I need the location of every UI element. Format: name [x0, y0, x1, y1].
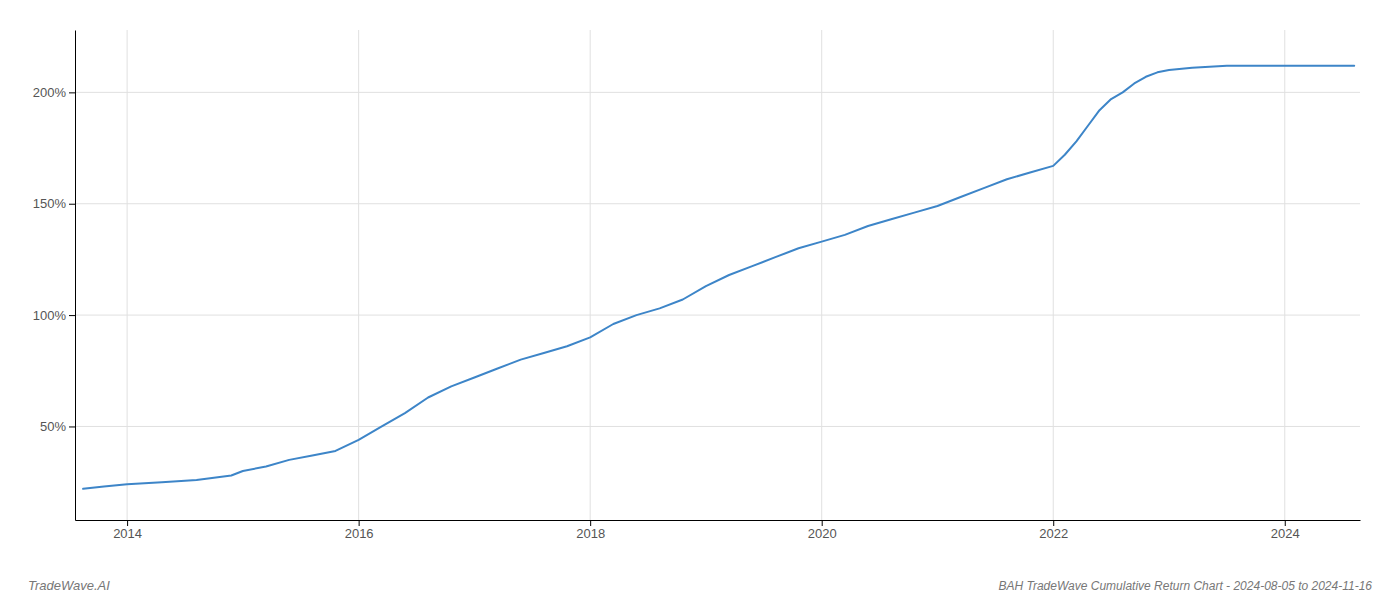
x-tick-mark: [1285, 520, 1286, 526]
x-tick-label: 2014: [113, 526, 142, 541]
y-tick-mark: [69, 426, 75, 427]
y-grid-line: [75, 315, 1360, 316]
chart: 2014 2016 2018 2020 2022 2024 50% 100% 150% 200% T…: [0, 0, 1400, 600]
y-tick: 100%: [33, 308, 75, 323]
x-grid-line: [821, 30, 822, 520]
x-tick: 2016: [345, 520, 374, 541]
y-axis: 50% 100% 150% 200%: [33, 31, 76, 521]
plot-area: 2014 2016 2018 2020 2022 2024 50% 100% 150% 200%: [33, 30, 1361, 541]
x-tick-label: 2020: [808, 526, 837, 541]
x-tick: 2020: [808, 520, 837, 541]
x-grid-line: [358, 30, 359, 520]
x-tick-mark: [127, 520, 128, 526]
y-tick-label: 200%: [33, 85, 67, 100]
y-tick: 50%: [40, 419, 75, 434]
y-tick: 150%: [33, 196, 75, 211]
x-tick-mark: [590, 520, 591, 526]
x-grid-line: [590, 30, 591, 520]
x-tick: 2018: [576, 520, 605, 541]
marks: [83, 66, 1354, 489]
y-grid-line: [75, 203, 1360, 204]
y-tick: 200%: [33, 85, 75, 100]
x-axis-line: [76, 520, 1361, 521]
x-tick-label: 2018: [576, 526, 605, 541]
x-grid-line: [1053, 30, 1054, 520]
y-tick-label: 50%: [40, 419, 66, 434]
line: [83, 66, 1354, 489]
y-tick-mark: [69, 315, 75, 316]
x-tick-label: 2024: [1271, 526, 1300, 541]
y-tick-mark: [69, 92, 75, 93]
x-tick: 2022: [1039, 520, 1068, 541]
y-tick-label: 150%: [33, 196, 67, 211]
y-tick-label: 100%: [33, 308, 67, 323]
y-tick-mark: [69, 204, 75, 205]
x-tick-mark: [822, 520, 823, 526]
x-grid-line: [127, 30, 128, 520]
y-grid-line: [75, 426, 1360, 427]
x-tick: 2014: [113, 520, 142, 541]
x-tick-mark: [1053, 520, 1054, 526]
x-grid-line: [1284, 30, 1285, 520]
y-grid-line: [75, 92, 1360, 93]
grid: [75, 30, 1360, 520]
x-tick: 2024: [1271, 520, 1300, 541]
title: BAH TradeWave Cumulative Return Chart - …: [998, 579, 1372, 593]
x-tick-mark: [359, 520, 360, 526]
x-tick-label: 2016: [345, 526, 374, 541]
x-tick-label: 2022: [1039, 526, 1068, 541]
y-axis-line: [75, 31, 76, 521]
watermark: TradeWave.AI: [28, 578, 110, 593]
x-axis: 2014 2016 2018 2020 2022 2024: [76, 520, 1361, 541]
